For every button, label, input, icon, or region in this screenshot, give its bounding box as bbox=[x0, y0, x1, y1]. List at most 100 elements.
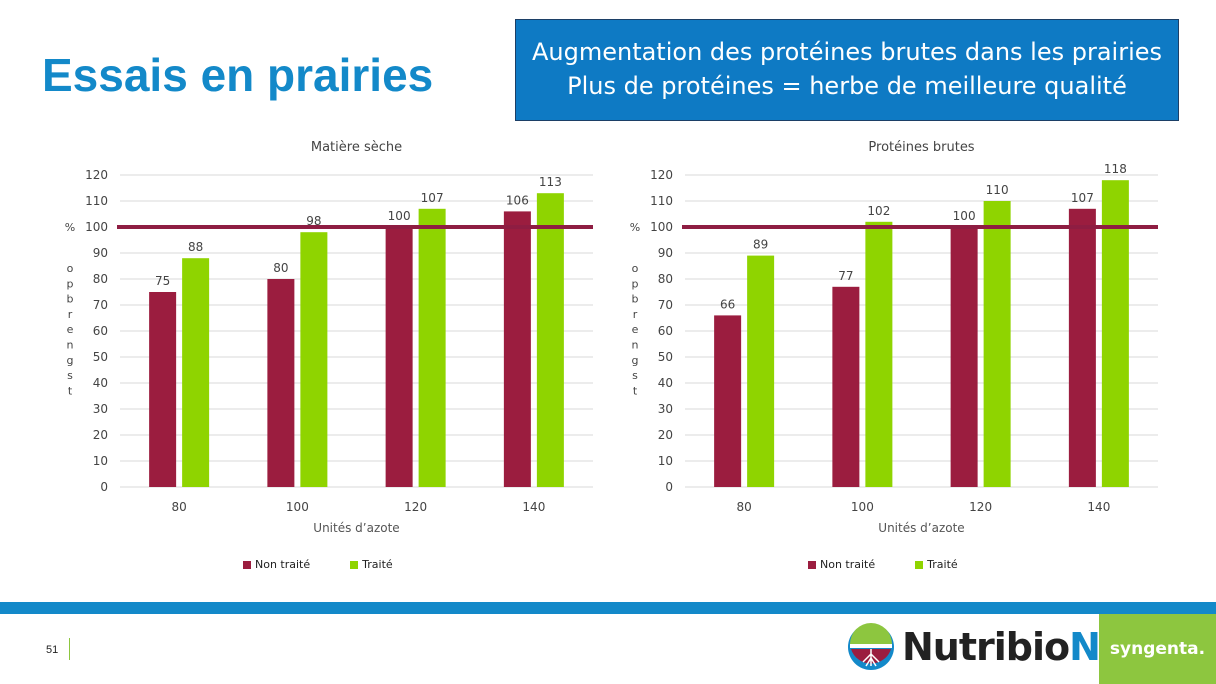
data-label: 77 bbox=[838, 269, 853, 283]
nutribion-globe-icon bbox=[848, 623, 894, 670]
y-tick-label: 120 bbox=[85, 168, 108, 182]
y-tick-label: 110 bbox=[85, 194, 108, 208]
x-tick-label: 140 bbox=[1087, 500, 1110, 514]
y-axis-label-char: o bbox=[632, 262, 639, 275]
bar-non-traite bbox=[503, 211, 531, 487]
data-label: 66 bbox=[720, 297, 735, 311]
y-axis-label-char: n bbox=[632, 339, 639, 352]
y-axis-label-char: t bbox=[633, 384, 638, 397]
y-tick-label: 10 bbox=[93, 454, 108, 468]
y-axis-label-char: o bbox=[67, 262, 74, 275]
bar-traite bbox=[983, 201, 1011, 487]
y-axis-label-char: t bbox=[68, 384, 73, 397]
y-tick-label: 40 bbox=[93, 376, 108, 390]
data-label: 113 bbox=[539, 175, 562, 189]
bar-non-traite bbox=[385, 227, 413, 487]
x-tick-label: 120 bbox=[969, 500, 992, 514]
data-label: 80 bbox=[273, 261, 288, 275]
y-tick-label: 0 bbox=[665, 480, 673, 494]
legend-swatch-traite bbox=[915, 560, 924, 569]
data-label: 106 bbox=[506, 193, 529, 207]
y-tick-label: 0 bbox=[100, 480, 108, 494]
data-label: 107 bbox=[421, 191, 444, 205]
y-axis-label-char: b bbox=[632, 293, 639, 306]
y-tick-label: 110 bbox=[650, 194, 673, 208]
chart-svg: Protéines brutes 0 10 20 30 40 50 60 70 80 90 100 11… bbox=[630, 140, 1158, 535]
data-label: 88 bbox=[188, 240, 203, 254]
y-tick-label: 120 bbox=[650, 168, 673, 182]
nutribion-wordmark: NutribioN® bbox=[902, 625, 1110, 669]
legend-swatch-non-traite bbox=[808, 560, 816, 569]
x-axis-title: Unités d’azote bbox=[878, 521, 964, 535]
data-label: 110 bbox=[986, 183, 1009, 197]
legend-item-non-traite: Non traité bbox=[808, 558, 875, 571]
legend-label: Non traité bbox=[255, 558, 311, 571]
x-tick-label: 120 bbox=[404, 500, 427, 514]
bar-non-traite bbox=[267, 279, 295, 487]
chart-proteines-brutes: Protéines brutes 0 10 20 30 40 50 60 70 80 90 100 11… bbox=[593, 130, 1173, 580]
y-axis-label-char: r bbox=[68, 308, 73, 321]
data-label: 107 bbox=[1071, 191, 1094, 205]
chart-svg: Matière sèche 0 10 20 30 40 50 60 70 80 90 100 110 12… bbox=[65, 140, 593, 535]
legend: Non traité Traité bbox=[808, 558, 998, 571]
callout-line-1: Augmentation des protéines brutes dans l… bbox=[531, 38, 1163, 66]
page-number: 51 bbox=[46, 644, 59, 656]
chart-title: Protéines brutes bbox=[868, 140, 974, 155]
legend-label: Non traité bbox=[820, 558, 876, 571]
data-label: 89 bbox=[753, 238, 768, 252]
y-axis-label-char: p bbox=[67, 277, 74, 290]
bar-traite bbox=[747, 255, 775, 487]
x-tick-label: 100 bbox=[286, 500, 309, 514]
y-tick-label: 60 bbox=[93, 324, 108, 338]
chart-matiere-seche: Matière sèche 0 10 20 30 40 50 60 70 80 90 100 110 12… bbox=[28, 130, 608, 580]
legend-item-traite: Traité bbox=[350, 558, 393, 571]
y-tick-label: 40 bbox=[658, 376, 673, 390]
bar-traite bbox=[1101, 180, 1129, 487]
data-label: 118 bbox=[1104, 162, 1127, 176]
y-axis-label-char: e bbox=[67, 323, 74, 336]
y-tick-label: 70 bbox=[658, 298, 673, 312]
y-tick-label: 20 bbox=[93, 428, 108, 442]
bar-traite bbox=[865, 221, 893, 488]
y-tick-label: 30 bbox=[658, 402, 673, 416]
y-tick-label: 70 bbox=[93, 298, 108, 312]
x-tick-label: 80 bbox=[171, 500, 186, 514]
bar-non-traite bbox=[1068, 208, 1096, 488]
bar-traite bbox=[418, 208, 446, 488]
y-axis-label-char: s bbox=[632, 369, 638, 382]
legend-swatch-non-traite bbox=[243, 560, 251, 569]
y-axis-label-char: n bbox=[67, 339, 74, 352]
y-tick-label: 20 bbox=[658, 428, 673, 442]
y-axis-label-char: b bbox=[67, 293, 74, 306]
y-axis-label-char: p bbox=[632, 277, 639, 290]
page-separator bbox=[69, 638, 70, 660]
y-tick-label: 50 bbox=[658, 350, 673, 364]
legend-label: Traité bbox=[927, 558, 958, 571]
data-label: 98 bbox=[306, 214, 321, 228]
y-tick-label: 50 bbox=[93, 350, 108, 364]
y-axis-label-char: s bbox=[67, 369, 73, 382]
legend-item-non-traite: Non traité bbox=[243, 558, 310, 571]
x-tick-label: 140 bbox=[522, 500, 545, 514]
chart-title: Matière sèche bbox=[311, 140, 402, 155]
bar-traite bbox=[182, 258, 210, 487]
legend-item-traite: Traité bbox=[915, 558, 958, 571]
bar-non-traite bbox=[714, 315, 742, 487]
data-label: 75 bbox=[155, 274, 170, 288]
x-tick-label: 80 bbox=[736, 500, 751, 514]
bar-non-traite bbox=[149, 292, 177, 487]
callout-box: Augmentation des protéines brutes dans l… bbox=[515, 19, 1179, 121]
legend-label: Traité bbox=[362, 558, 393, 571]
y-axis-label-char: % bbox=[65, 221, 75, 234]
bar-non-traite bbox=[832, 286, 860, 487]
y-axis-label-char: g bbox=[632, 354, 639, 367]
slide-title: Essais en prairies bbox=[42, 49, 434, 101]
y-axis-label-char: r bbox=[633, 308, 638, 321]
callout-line-2: Plus de protéines = herbe de meilleure q… bbox=[567, 72, 1127, 100]
syngenta-logo: syngenta. bbox=[1099, 614, 1216, 684]
y-tick-label: 30 bbox=[93, 402, 108, 416]
bar-traite bbox=[536, 193, 564, 487]
bar-traite bbox=[300, 232, 328, 487]
data-label: 100 bbox=[388, 209, 411, 223]
y-axis-label-char: % bbox=[630, 221, 640, 234]
